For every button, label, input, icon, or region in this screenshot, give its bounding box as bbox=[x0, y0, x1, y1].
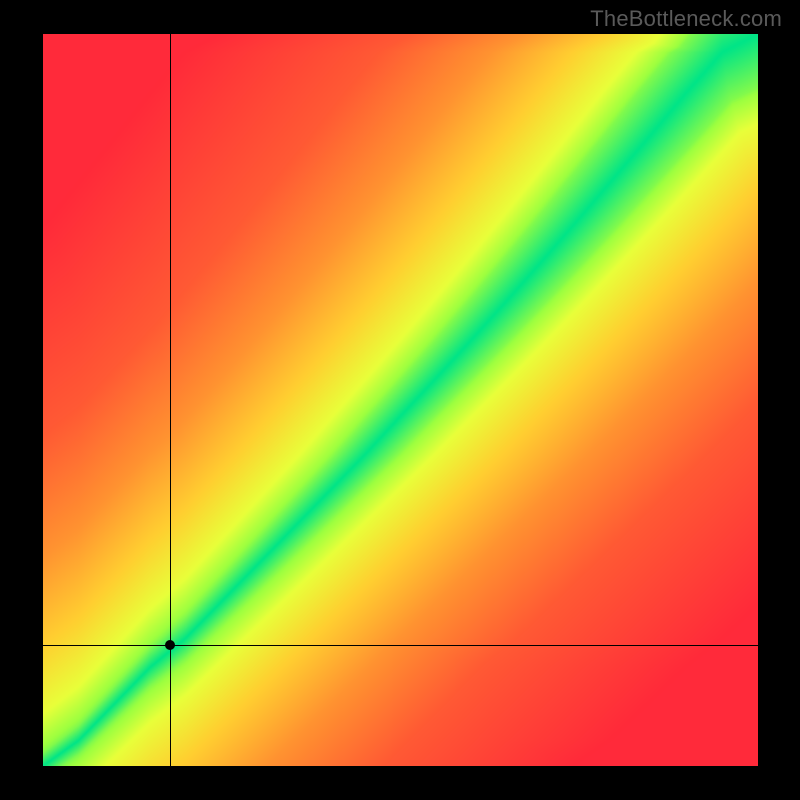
crosshair-vertical bbox=[170, 34, 171, 766]
watermark-text: TheBottleneck.com bbox=[590, 6, 782, 32]
point-marker bbox=[165, 640, 175, 650]
crosshair-horizontal bbox=[43, 645, 758, 646]
chart-frame: TheBottleneck.com bbox=[0, 0, 800, 800]
heatmap-plot bbox=[43, 34, 758, 766]
heatmap-canvas bbox=[43, 34, 758, 766]
